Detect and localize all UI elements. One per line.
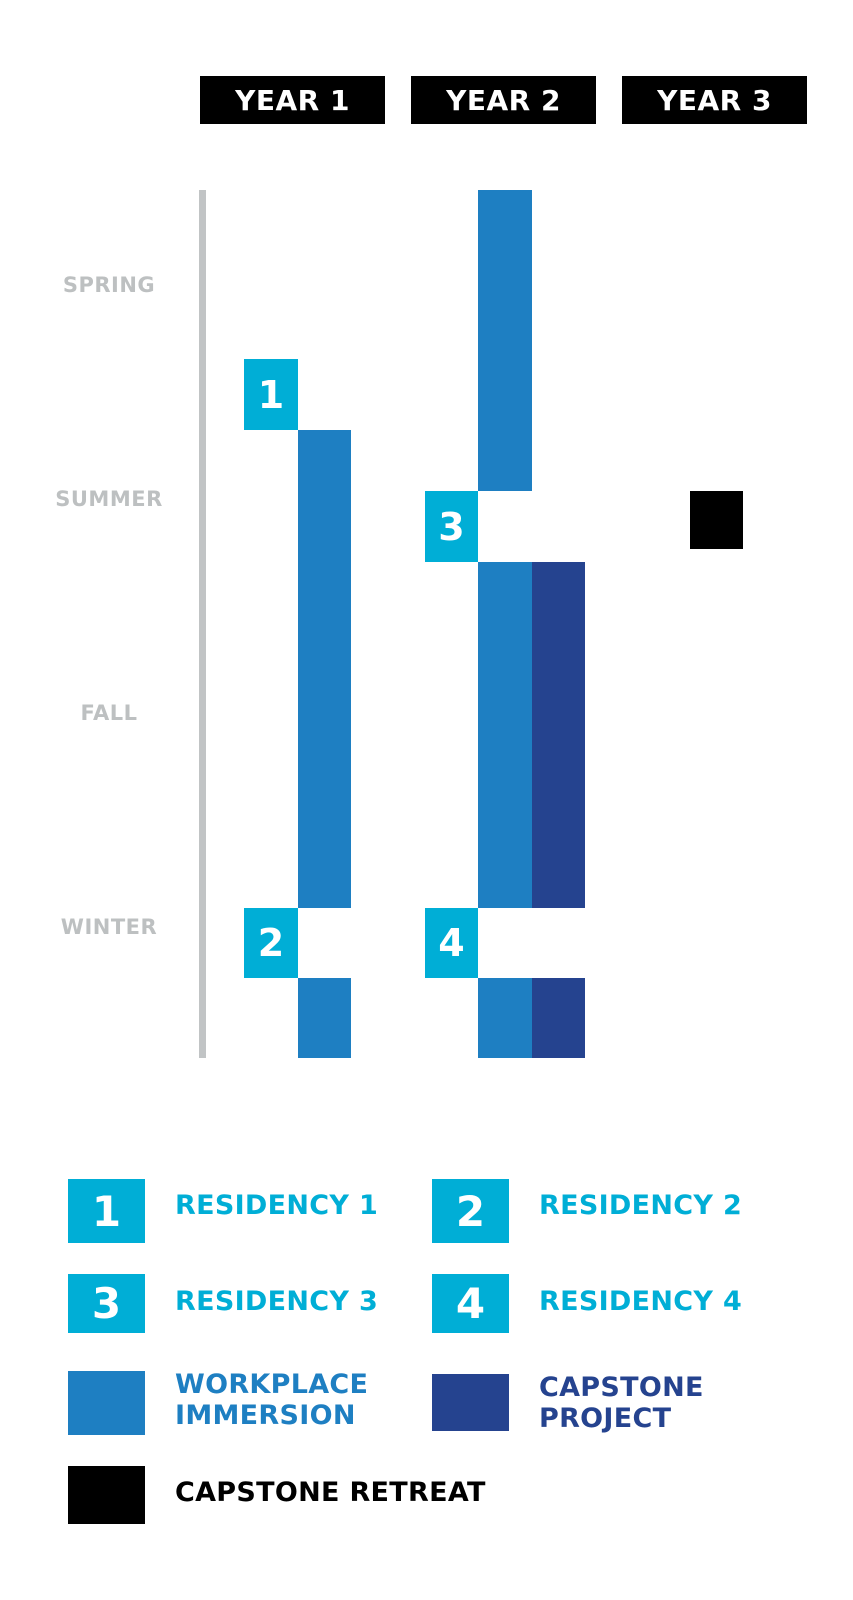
legend-capstone-project-label: CAPSTONE PROJECT	[539, 1372, 704, 1434]
legend-residency-1-label: RESIDENCY 1	[175, 1190, 379, 1221]
legend-capstone-project-swatch	[432, 1374, 509, 1431]
year3-capstone-retreat-marker	[690, 491, 743, 549]
legend-residency-4-swatch: 4	[432, 1274, 509, 1333]
season-summer-label: SUMMER	[55, 487, 163, 511]
legend-workplace-immersion-label: WORKPLACE IMMERSION	[175, 1369, 368, 1431]
year2-capstone-project-bar-fall	[532, 562, 585, 908]
legend-capstone-project-line2: PROJECT	[539, 1403, 672, 1434]
legend-workplace-immersion-line2: IMMERSION	[175, 1400, 356, 1431]
residency-3-marker: 3	[425, 491, 478, 562]
year1-workplace-immersion-bar-winter	[298, 978, 351, 1058]
residency-2-marker: 2	[244, 908, 298, 978]
year2-workplace-immersion-bar-winter	[478, 978, 532, 1058]
residency-4-marker: 4	[425, 908, 478, 978]
legend-capstone-project-line1: CAPSTONE	[539, 1372, 704, 1403]
season-fall-label: FALL	[80, 701, 138, 725]
legend-residency-3-label: RESIDENCY 3	[175, 1286, 379, 1317]
year-1-header: YEAR 1	[200, 76, 385, 124]
legend-residency-4-label: RESIDENCY 4	[539, 1286, 743, 1317]
legend-capstone-retreat-label: CAPSTONE RETREAT	[175, 1477, 486, 1508]
legend-capstone-retreat-swatch	[68, 1466, 145, 1524]
season-spring-label: SPRING	[62, 273, 156, 297]
legend-residency-2-label: RESIDENCY 2	[539, 1190, 743, 1221]
timeline-axis	[199, 190, 206, 1058]
legend-workplace-immersion-swatch	[68, 1371, 145, 1435]
legend-workplace-immersion-line1: WORKPLACE	[175, 1369, 369, 1400]
year2-workplace-immersion-bar-fall	[478, 562, 532, 908]
legend-residency-3-swatch: 3	[68, 1274, 145, 1333]
year-3-header: YEAR 3	[622, 76, 807, 124]
legend-residency-2-swatch: 2	[432, 1179, 509, 1243]
year1-workplace-immersion-bar	[298, 430, 351, 908]
year-2-header: YEAR 2	[411, 76, 596, 124]
season-winter-label: WINTER	[60, 915, 158, 939]
year2-capstone-project-bar-winter	[532, 978, 585, 1058]
legend-residency-1-swatch: 1	[68, 1179, 145, 1243]
year2-workplace-immersion-bar-spring	[478, 190, 532, 491]
residency-1-marker: 1	[244, 359, 298, 430]
